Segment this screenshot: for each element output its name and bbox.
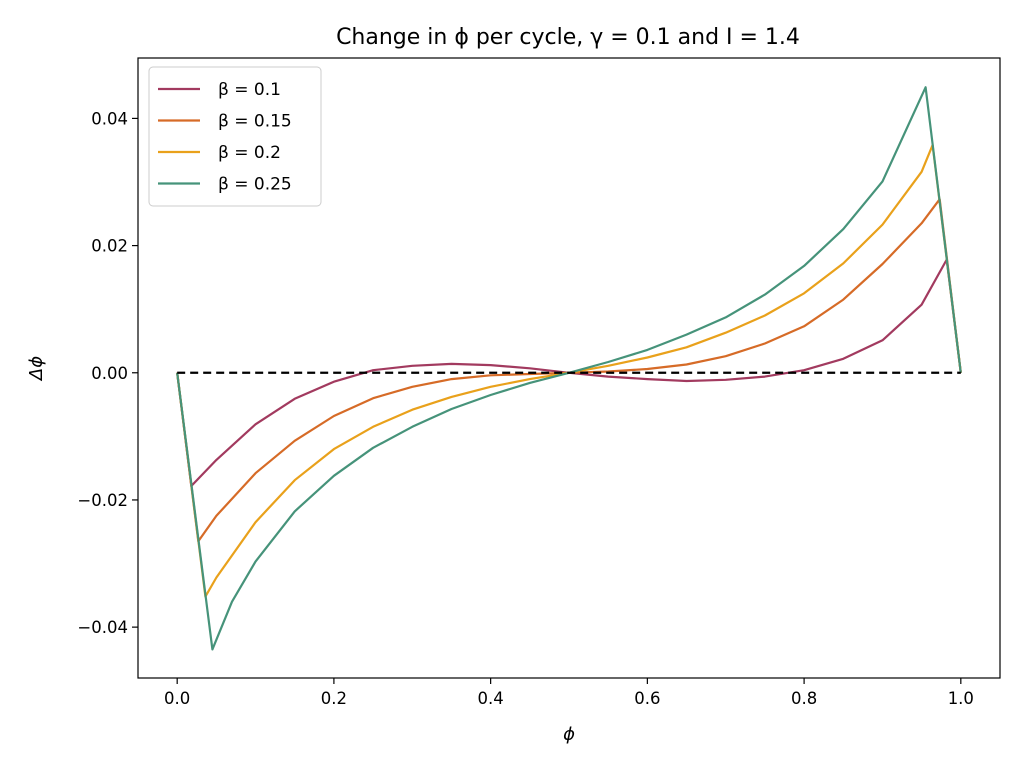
x-axis: 0.0 0.2 0.4 0.6 0.8 1.0 [164,678,974,708]
y-tick-label: 0.04 [91,109,128,128]
x-tick-label: 0.0 [164,689,190,708]
chart-title: Change in ϕ per cycle, γ = 0.1 and I = 1… [336,25,800,50]
y-axis: −0.04 −0.02 0.00 0.02 0.04 [77,109,138,637]
legend-label: β = 0.2 [218,143,281,163]
y-tick-label: −0.02 [77,491,128,510]
plot-area-frame [137,57,1001,679]
legend: β = 0.1 β = 0.15 β = 0.2 β = 0.25 [148,66,322,207]
x-axis-label: ϕ [563,724,575,745]
series-line-4 [176,86,962,651]
legend-frame [148,66,322,207]
y-tick-label: 0.02 [91,237,128,256]
y-axis-label: Δϕ [26,356,47,382]
x-tick-label: 0.6 [634,689,660,708]
series-layer [176,86,962,651]
series-line-2 [176,198,962,543]
x-tick-label: 0.4 [478,689,504,708]
x-tick-label: 0.8 [791,689,817,708]
legend-label: β = 0.15 [218,112,292,132]
legend-label: β = 0.1 [218,80,281,100]
x-tick-label: 0.2 [321,689,347,708]
series-line-3 [176,144,962,598]
legend-label: β = 0.25 [218,175,292,195]
x-tick-label: 1.0 [948,689,974,708]
y-tick-label: −0.04 [77,618,128,637]
y-tick-label: 0.00 [91,364,128,383]
